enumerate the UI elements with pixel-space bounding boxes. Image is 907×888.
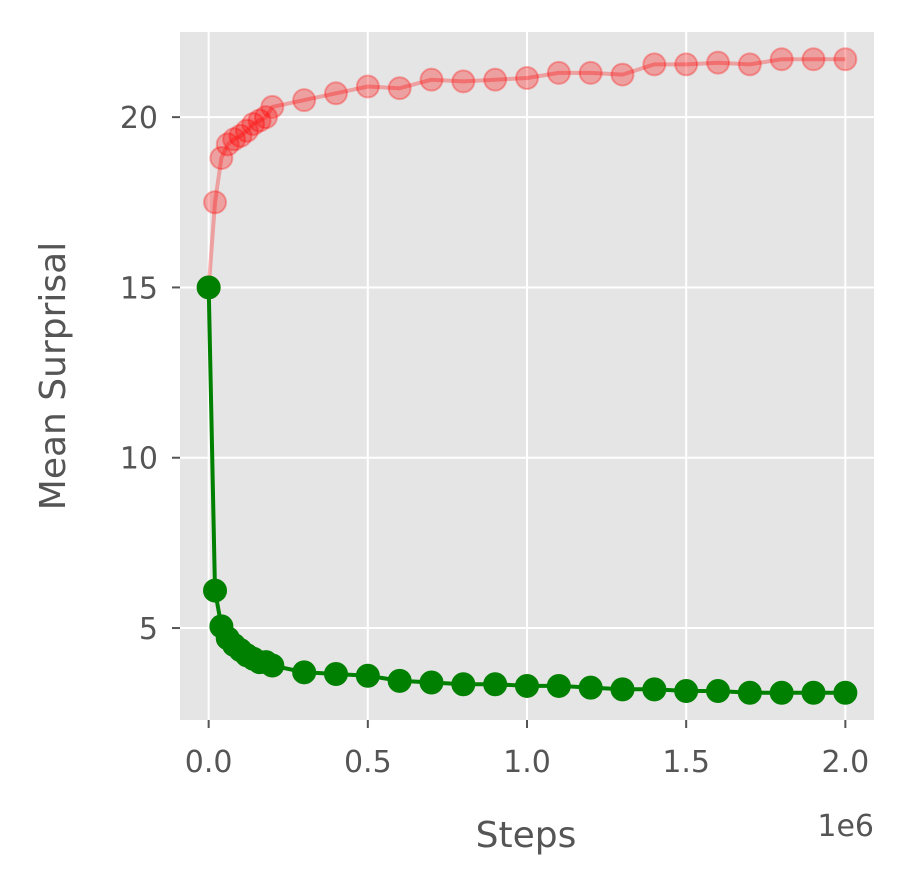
- series-green: [196, 275, 858, 705]
- series-layer: [196, 47, 858, 705]
- data-point-green: [292, 660, 317, 685]
- data-point-red: [451, 69, 476, 94]
- x-tick-label: 1.0: [503, 745, 551, 780]
- data-point-green: [387, 668, 412, 693]
- y-axis-label: Mean Surprisal: [33, 242, 74, 510]
- data-point-red: [515, 65, 539, 90]
- data-point-green: [515, 673, 539, 698]
- grid: [180, 32, 874, 720]
- data-point-red: [578, 60, 603, 85]
- y-tick-label: 10: [120, 442, 158, 477]
- data-point-red: [253, 105, 278, 130]
- data-point-green: [419, 670, 444, 695]
- data-point-green: [801, 680, 826, 705]
- axis-ticks: 0.0 0.5 1.0 1.5 2.0 5 10 15 20: [120, 101, 869, 780]
- data-point-red: [260, 94, 285, 119]
- x-tick-label: 1.5: [662, 745, 710, 780]
- data-point-red: [222, 127, 247, 152]
- data-point-red: [215, 132, 240, 157]
- data-point-red: [355, 74, 380, 99]
- data-point-red: [323, 81, 348, 106]
- data-point-green: [546, 673, 571, 698]
- data-point-red: [769, 47, 794, 72]
- series-line-red: [206, 57, 846, 288]
- data-point-red: [610, 62, 635, 87]
- data-point-red: [674, 52, 699, 77]
- data-point-red: [203, 190, 228, 215]
- data-point-green: [196, 275, 221, 300]
- data-point-green: [674, 679, 699, 704]
- data-point-green: [706, 679, 731, 704]
- x-axis-label: Steps: [476, 815, 577, 856]
- x-tick-label: 2.0: [821, 745, 869, 780]
- data-point-red: [234, 118, 259, 143]
- data-point-green: [610, 677, 635, 702]
- y-tick-label: 5: [139, 612, 158, 647]
- data-point-red: [241, 111, 266, 136]
- data-point-green: [451, 672, 476, 697]
- data-point-red: [483, 67, 508, 92]
- data-point-red: [228, 123, 253, 148]
- data-point-red: [387, 76, 412, 101]
- data-point-green: [642, 677, 667, 702]
- series-red: [196, 47, 858, 300]
- x-tick-label: 0.0: [185, 745, 233, 780]
- data-point-green: [355, 663, 380, 688]
- data-point-red: [209, 146, 234, 171]
- y-tick-label: 15: [120, 271, 158, 306]
- data-point-red: [292, 88, 317, 113]
- data-point-red: [833, 47, 858, 72]
- x-tick-label: 0.5: [344, 745, 392, 780]
- x-offset-label: 1e6: [817, 809, 874, 844]
- data-point-green: [769, 680, 794, 705]
- data-point-red: [706, 50, 731, 75]
- data-point-green: [483, 672, 508, 697]
- y-tick-label: 20: [120, 101, 158, 136]
- data-point-green: [833, 680, 858, 705]
- data-point-red: [801, 47, 826, 72]
- data-point-red: [737, 52, 762, 77]
- data-point-green: [260, 653, 285, 678]
- data-point-red: [546, 60, 571, 85]
- data-point-green: [323, 662, 348, 687]
- data-point-green: [737, 680, 762, 705]
- data-point-green: [578, 675, 603, 700]
- data-point-red: [419, 67, 444, 92]
- data-point-red: [247, 108, 272, 133]
- data-point-red: [642, 52, 667, 77]
- data-point-green: [203, 578, 228, 603]
